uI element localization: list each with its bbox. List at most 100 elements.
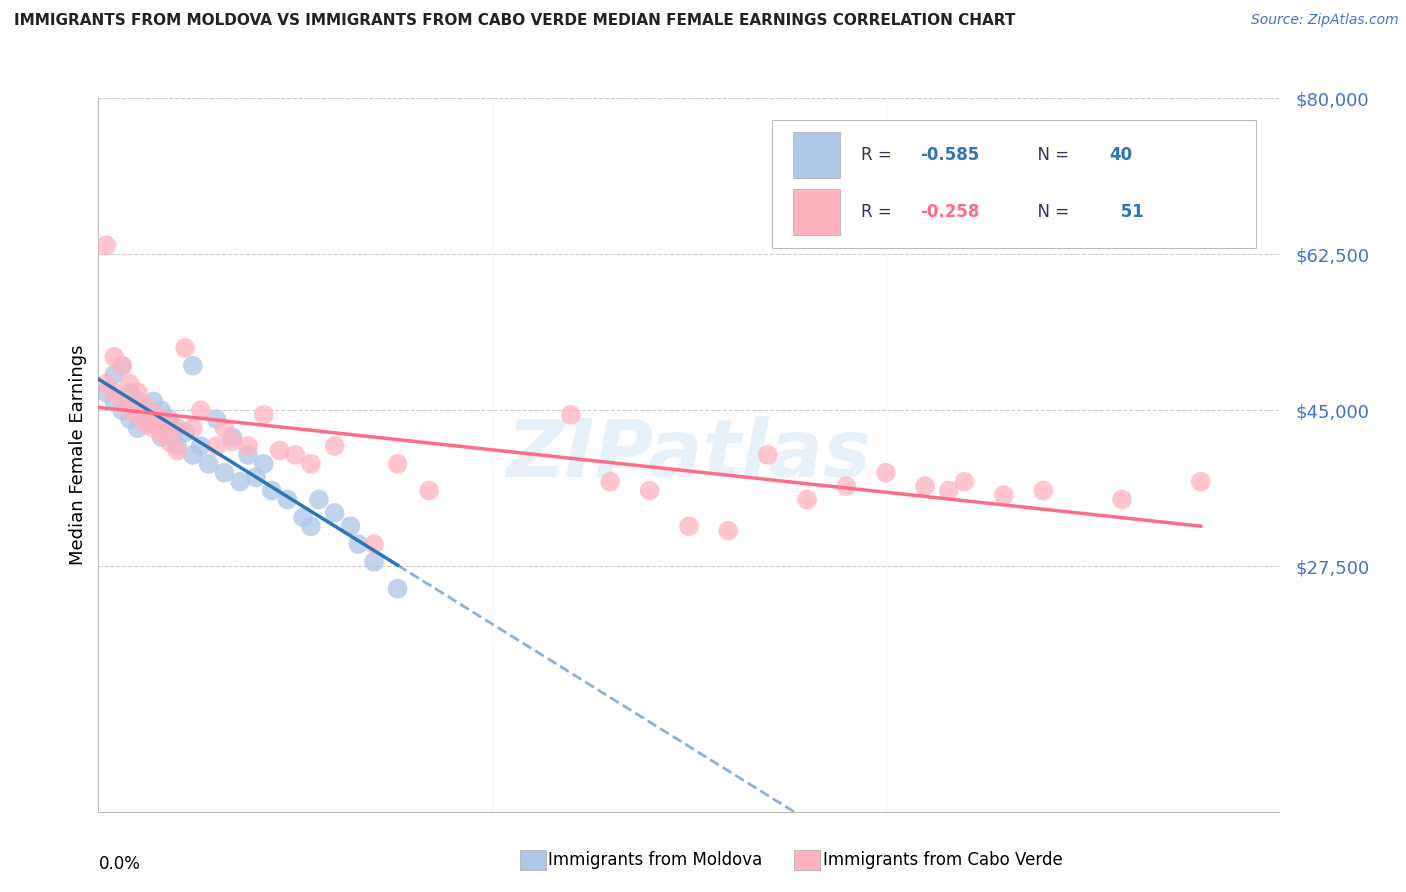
Point <box>166 421 188 435</box>
Point <box>190 403 212 417</box>
Point <box>560 408 582 422</box>
Point <box>190 439 212 453</box>
Text: 40: 40 <box>1109 146 1132 164</box>
Text: 51: 51 <box>1115 203 1144 221</box>
Text: N =: N = <box>1026 203 1074 221</box>
Point <box>299 457 322 471</box>
Point <box>135 417 157 431</box>
Point <box>127 385 149 400</box>
Text: R =: R = <box>862 203 897 221</box>
Text: -0.585: -0.585 <box>921 146 980 164</box>
Text: ZIPatlas: ZIPatlas <box>506 416 872 494</box>
Point <box>157 412 180 426</box>
Point <box>103 368 125 382</box>
Point <box>127 394 149 409</box>
Point <box>363 537 385 551</box>
Point <box>347 537 370 551</box>
Point <box>253 457 276 471</box>
Point <box>142 394 165 409</box>
Point <box>111 394 134 409</box>
Point <box>717 524 740 538</box>
Point <box>103 394 125 409</box>
Text: IMMIGRANTS FROM MOLDOVA VS IMMIGRANTS FROM CABO VERDE MEDIAN FEMALE EARNINGS COR: IMMIGRANTS FROM MOLDOVA VS IMMIGRANTS FR… <box>14 13 1015 29</box>
Point <box>181 448 204 462</box>
Point <box>678 519 700 533</box>
Point <box>387 582 409 596</box>
Point <box>914 479 936 493</box>
Text: N =: N = <box>1026 146 1074 164</box>
Point <box>135 403 157 417</box>
Point <box>118 403 141 417</box>
Point <box>197 457 219 471</box>
Point <box>276 492 298 507</box>
Point <box>387 457 409 471</box>
Point <box>323 439 346 453</box>
Point <box>174 425 197 440</box>
Point <box>142 421 165 435</box>
Point <box>118 412 141 426</box>
Point <box>118 376 141 391</box>
Point <box>875 466 897 480</box>
Point <box>157 417 180 431</box>
Text: R =: R = <box>862 146 897 164</box>
Point <box>150 430 173 444</box>
Point <box>229 475 252 489</box>
Text: Source: ZipAtlas.com: Source: ZipAtlas.com <box>1251 13 1399 28</box>
Y-axis label: Median Female Earnings: Median Female Earnings <box>69 344 87 566</box>
Point <box>103 385 125 400</box>
Point <box>299 519 322 533</box>
Point <box>938 483 960 498</box>
Text: Immigrants from Cabo Verde: Immigrants from Cabo Verde <box>823 851 1063 869</box>
Point <box>111 403 134 417</box>
Point <box>96 376 118 391</box>
Point <box>1111 492 1133 507</box>
Point <box>953 475 976 489</box>
Point <box>150 403 173 417</box>
Point <box>150 412 173 426</box>
Point <box>142 408 165 422</box>
Point <box>308 492 330 507</box>
Point <box>166 439 188 453</box>
FancyBboxPatch shape <box>793 189 841 235</box>
Point <box>166 443 188 458</box>
Point <box>284 448 307 462</box>
Point <box>96 238 118 252</box>
Text: Immigrants from Moldova: Immigrants from Moldova <box>548 851 762 869</box>
Point <box>221 430 243 444</box>
Point <box>835 479 858 493</box>
Point <box>111 359 134 373</box>
Point <box>221 434 243 449</box>
Point <box>245 470 267 484</box>
Point <box>135 412 157 426</box>
Text: 0.0%: 0.0% <box>98 855 141 872</box>
Point <box>323 506 346 520</box>
Point <box>1189 475 1212 489</box>
Point <box>135 399 157 413</box>
Point <box>205 412 228 426</box>
Point <box>118 385 141 400</box>
Point <box>181 421 204 435</box>
Point <box>127 421 149 435</box>
Point <box>599 475 621 489</box>
Point <box>363 555 385 569</box>
Point <box>150 425 173 440</box>
Point <box>127 408 149 422</box>
Point <box>166 421 188 435</box>
Point <box>214 466 236 480</box>
Text: -0.258: -0.258 <box>921 203 980 221</box>
Point <box>236 448 259 462</box>
Point <box>157 434 180 449</box>
Point <box>253 408 276 422</box>
Point <box>269 443 291 458</box>
Point <box>993 488 1015 502</box>
Point <box>103 350 125 364</box>
Point <box>236 439 259 453</box>
Point <box>205 439 228 453</box>
Point <box>1032 483 1054 498</box>
Point <box>142 417 165 431</box>
Point <box>174 341 197 355</box>
Point <box>796 492 818 507</box>
Point <box>638 483 661 498</box>
Point <box>214 421 236 435</box>
Point <box>756 448 779 462</box>
